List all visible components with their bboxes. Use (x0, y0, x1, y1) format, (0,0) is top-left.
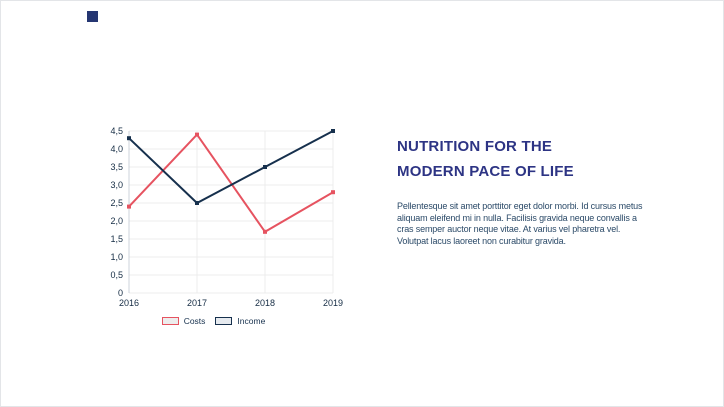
costs-marker (331, 190, 335, 195)
paragraph-line: aliquam eleifend mi in nulla. Facilisis … (397, 212, 637, 223)
legend-swatch-income (215, 317, 233, 325)
y-tick-label: 4,0 (110, 144, 123, 154)
chart-legend: Costs Income (106, 314, 321, 328)
x-tick-label: 2017 (187, 298, 207, 308)
y-tick-label: 2,5 (110, 198, 123, 208)
legend-swatch-costs (161, 317, 179, 325)
slide-title: NUTRITION FOR THE MODERN PACE OF LIFE (397, 134, 677, 184)
slide-title-line1: NUTRITION FOR THE (397, 138, 553, 155)
x-tick-label: 2018 (255, 298, 275, 308)
x-tick-label: 2016 (119, 298, 139, 308)
y-tick-label: 1,0 (110, 252, 123, 262)
paragraph-line: Volutpat lacus laoreet non curabitur gra… (397, 236, 566, 247)
y-tick-label: 0 (118, 288, 123, 298)
income-marker (127, 136, 131, 141)
legend-label: Income (237, 316, 266, 326)
income-line (128, 130, 334, 205)
legend-item-costs: Costs (161, 316, 206, 326)
slide-paragraph: Pellentesque sit amet porttitor eget dol… (397, 201, 677, 248)
legend-label: Costs (183, 316, 206, 326)
line-chart: 0 0,5 1,0 1,5 2,0 2,5 3,0 3,5 4,0 4,5 2016 2017 2018… (106, 123, 356, 326)
text-column: NUTRITION FOR THE MODERN PACE OF LIFE Pel… (397, 134, 677, 248)
costs-marker (263, 229, 267, 234)
logo-mark (87, 11, 98, 22)
costs-marker (127, 204, 131, 209)
y-tick-label: 2,0 (110, 216, 123, 226)
income-marker (331, 129, 335, 133)
income-marker (195, 201, 199, 205)
y-tick-label: 1,5 (110, 234, 123, 244)
x-tick-label: 2019 (323, 298, 343, 308)
y-tick-label: 3,5 (110, 162, 123, 172)
slide-title-line2: MODERN PACE OF LIFE (397, 163, 574, 180)
legend-item-income: Income (215, 316, 265, 326)
costs-marker (195, 132, 199, 137)
y-tick-label: 4,5 (110, 126, 123, 136)
line-chart-plot: 0 0,5 1,0 1,5 2,0 2,5 3,0 3,5 4,0 4,5 2016 2017 2018… (110, 126, 343, 308)
y-tick-label: 0,5 (110, 270, 123, 280)
paragraph-line: cras semper auctor neque vitae. At variu… (397, 224, 621, 235)
income-marker (263, 165, 267, 169)
y-tick-label: 3,0 (110, 180, 123, 190)
paragraph-line: Pellentesque sit amet porttitor eget dol… (397, 201, 643, 211)
